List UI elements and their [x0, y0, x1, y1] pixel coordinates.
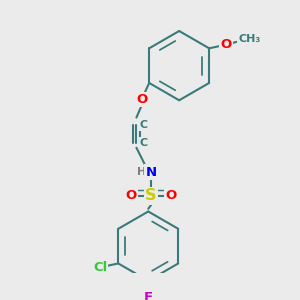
Text: H: H [137, 167, 146, 177]
Text: N: N [146, 166, 157, 179]
Text: Cl: Cl [93, 261, 107, 274]
Text: O: O [136, 93, 148, 106]
Text: O: O [165, 190, 177, 202]
Text: S: S [145, 188, 157, 203]
Text: O: O [125, 190, 136, 202]
Text: C: C [140, 120, 148, 130]
Text: F: F [144, 291, 153, 300]
Text: CH₃: CH₃ [238, 34, 260, 44]
Text: O: O [220, 38, 231, 51]
Text: C: C [140, 138, 148, 148]
